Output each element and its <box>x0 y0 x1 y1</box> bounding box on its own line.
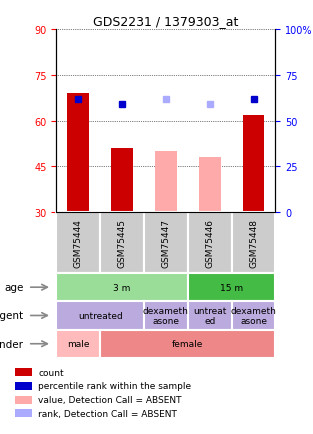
Bar <box>56 213 100 273</box>
Bar <box>56 302 144 330</box>
Bar <box>15 409 32 417</box>
Title: GDS2231 / 1379303_at: GDS2231 / 1379303_at <box>93 15 239 28</box>
Text: agent: agent <box>0 311 23 321</box>
Bar <box>100 330 275 358</box>
Text: gender: gender <box>0 339 23 349</box>
Text: 3 m: 3 m <box>113 283 131 292</box>
Bar <box>232 213 275 273</box>
Text: untreat
ed: untreat ed <box>193 306 226 326</box>
Text: GSM75444: GSM75444 <box>74 219 83 267</box>
Text: female: female <box>172 339 203 349</box>
Bar <box>188 273 275 302</box>
Bar <box>144 302 188 330</box>
Bar <box>15 382 32 390</box>
Bar <box>243 115 264 213</box>
Bar <box>100 213 144 273</box>
Bar <box>188 213 232 273</box>
Text: male: male <box>67 339 90 349</box>
Text: dexameth
asone: dexameth asone <box>143 306 189 326</box>
Bar <box>144 213 188 273</box>
Bar <box>188 302 232 330</box>
Text: value, Detection Call = ABSENT: value, Detection Call = ABSENT <box>38 395 182 404</box>
Bar <box>155 152 177 213</box>
Bar <box>232 302 275 330</box>
Text: age: age <box>4 283 23 293</box>
Text: untreated: untreated <box>78 311 122 320</box>
Text: GSM75448: GSM75448 <box>249 219 258 267</box>
Text: GSM75445: GSM75445 <box>118 219 126 267</box>
Text: dexameth
asone: dexameth asone <box>231 306 276 326</box>
Bar <box>67 94 89 213</box>
Bar <box>56 273 188 302</box>
Bar <box>199 158 221 213</box>
Bar <box>15 396 32 404</box>
Text: GSM75446: GSM75446 <box>205 219 214 267</box>
Text: rank, Detection Call = ABSENT: rank, Detection Call = ABSENT <box>38 409 177 418</box>
Text: GSM75447: GSM75447 <box>162 219 170 267</box>
Text: 15 m: 15 m <box>220 283 243 292</box>
Bar <box>111 149 133 213</box>
Text: count: count <box>38 368 64 377</box>
Bar <box>56 330 100 358</box>
Text: percentile rank within the sample: percentile rank within the sample <box>38 381 191 391</box>
Bar <box>15 368 32 377</box>
